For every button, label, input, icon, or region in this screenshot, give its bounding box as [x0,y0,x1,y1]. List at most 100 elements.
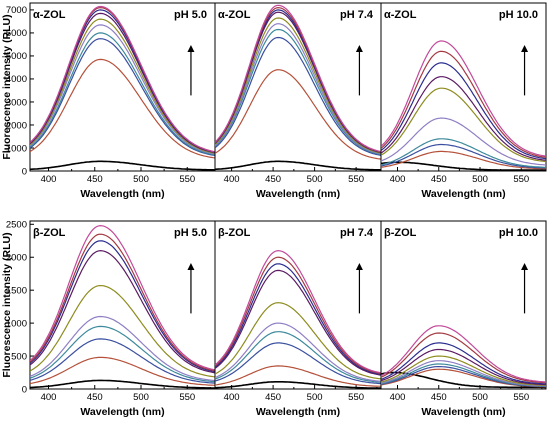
y-tick-label: 1000 [6,143,27,154]
series-line-9 [30,233,215,372]
series-line-4 [30,325,215,383]
series-line-8 [215,263,381,375]
panel-condition: pH 10.0 [499,227,538,239]
y-tick-label: 5000 [6,51,27,62]
x-tick-label: 450 [265,392,281,403]
series-line-10 [381,325,546,383]
series-line-6 [215,302,381,380]
x-tick-label: 550 [348,174,364,185]
series-line-5 [215,23,381,155]
series-line-6 [215,17,381,154]
series-line-3 [30,38,215,157]
series-line-6 [381,355,546,386]
x-axis-label: Wavelength (nm) [421,406,505,418]
y-tick-label: 2000 [6,120,27,131]
series-line-1 [30,160,215,171]
x-tick-label: 500 [472,174,488,185]
series-line-1 [215,381,381,389]
series-line-6 [30,18,215,154]
y-tick-label: 0 [22,166,27,177]
x-tick-label: 550 [348,392,364,403]
panel-condition: pH 5.0 [174,9,207,21]
chart-panel-5: 400 450 500 550 Wavelength (nm) β-ZOL pH 7.4 [214,220,382,418]
trend-arrow-head [355,45,363,52]
panel-title: β-ZOL [218,227,251,239]
series-line-7 [381,76,546,161]
panel-condition: pH 5.0 [174,227,207,239]
x-tick-label: 450 [431,392,447,403]
series-line-7 [30,249,215,374]
x-tick-label: 500 [133,174,149,185]
series-line-1 [215,160,381,171]
x-tick-label: 550 [513,174,529,185]
series-line-10 [215,4,381,153]
series-line-7 [215,269,381,376]
panel-condition: pH 10.0 [499,9,538,21]
series-line-10 [381,40,546,157]
x-tick-label: 450 [431,174,447,185]
series-line-2 [381,150,546,170]
series-line-5 [30,24,215,155]
series-line-3 [215,342,381,385]
x-axis-label: Wavelength (nm) [80,406,164,418]
series-line-2 [30,356,215,386]
series-line-1 [30,379,215,389]
series-line-2 [30,58,215,159]
x-tick-label: 500 [307,174,323,185]
x-axis-label: Wavelength (nm) [80,188,164,200]
series-line-10 [215,249,381,374]
x-tick-label: 450 [87,392,103,403]
series-line-4 [381,138,546,168]
series-line-3 [215,36,381,156]
series-line-6 [30,284,215,378]
y-axis-label: Fluorescence intensity (RLU) [1,232,13,377]
y-tick-label: 3000 [6,97,27,108]
x-tick-label: 550 [513,392,529,403]
panel-title: β-ZOL [33,227,66,239]
series-line-4 [215,28,381,155]
x-tick-label: 550 [179,174,195,185]
plot-frame [380,2,547,172]
x-tick-label: 500 [307,392,323,403]
series-line-9 [381,332,546,384]
x-tick-label: 400 [41,174,57,185]
x-tick-label: 400 [390,174,406,185]
y-tick-label: 1000 [6,318,27,329]
x-tick-label: 450 [87,174,103,185]
x-tick-label: 550 [179,392,195,403]
series-line-3 [381,143,546,169]
trend-arrow-head [187,263,195,270]
series-line-2 [215,365,381,387]
panel-condition: pH 7.4 [340,227,374,239]
panel-title: β-ZOL [384,227,417,239]
y-tick-label: 7000 [6,5,27,16]
series-line-6 [381,87,546,163]
series-line-5 [381,360,546,387]
series-line-5 [381,117,546,166]
chart-panel-1: 400 450 500 550 0 1000 2000 3000 4000 5000 6000 700… [6,2,216,200]
x-tick-label: 400 [41,392,57,403]
series-line-8 [381,342,546,385]
trend-arrow-head [355,263,363,270]
series-line-4 [30,32,215,156]
x-axis-label: Wavelength (nm) [421,188,505,200]
x-tick-label: 500 [133,392,149,403]
y-tick-label: 0 [22,384,27,395]
chart-panel-4: 400 450 500 550 0 500 1000 1500 2000 2500 Waveleng… [6,220,216,418]
panel-title: α-ZOL [384,9,417,21]
series-line-4 [215,331,381,383]
trend-arrow-head [521,45,529,52]
series-line-2 [215,69,381,160]
panel-title: α-ZOL [33,9,66,21]
y-tick-label: 2500 [6,220,27,231]
chart-panel-6: 400 450 500 550 Wavelength (nm) β-ZOL pH 10.0 [380,220,547,418]
y-tick-label: 4000 [6,74,27,85]
series-line-8 [381,62,546,160]
series-line-10 [30,224,215,371]
series-line-9 [381,50,546,158]
x-tick-label: 400 [224,174,240,185]
x-axis-label: Wavelength (nm) [256,406,340,418]
chart-panel-2: 400 450 500 550 Wavelength (nm) α-ZOL pH 7.4 [214,2,382,200]
series-line-1 [381,161,546,171]
